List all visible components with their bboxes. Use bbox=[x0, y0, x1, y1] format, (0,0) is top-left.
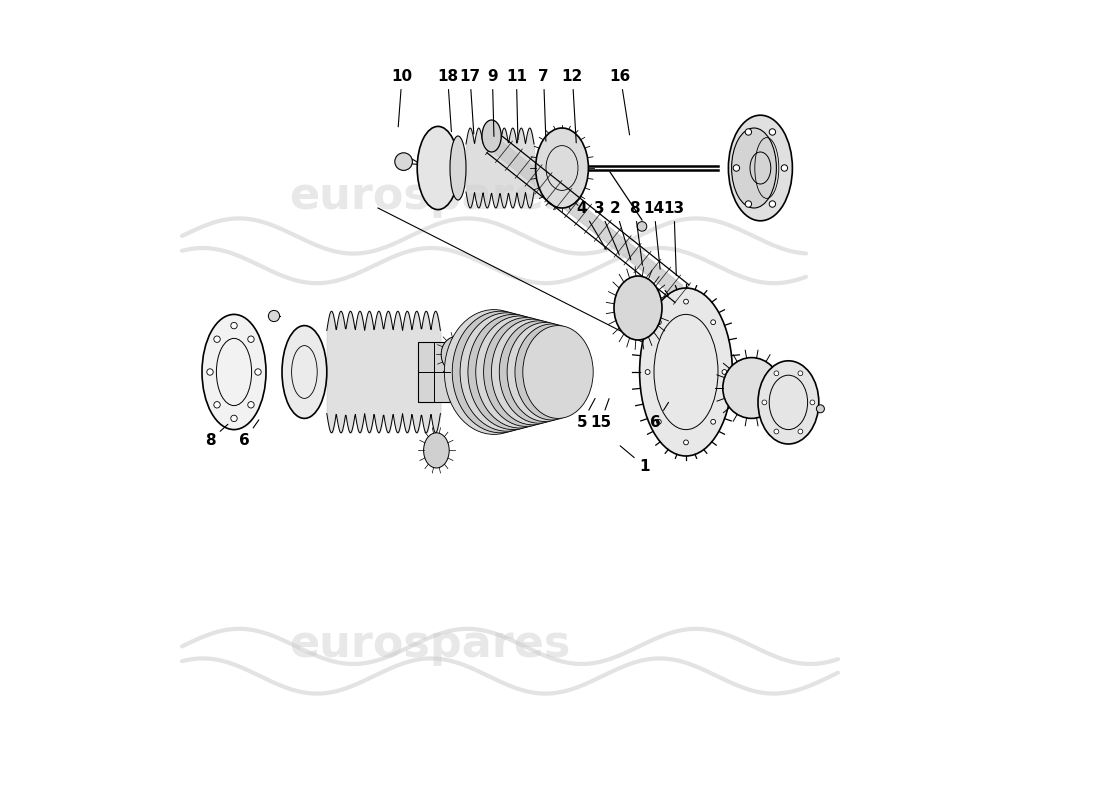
Text: 15: 15 bbox=[590, 398, 610, 430]
Text: 6: 6 bbox=[650, 402, 669, 430]
Ellipse shape bbox=[728, 115, 792, 221]
Circle shape bbox=[745, 201, 751, 207]
Ellipse shape bbox=[732, 128, 777, 208]
Text: 11: 11 bbox=[506, 69, 527, 140]
Text: 5: 5 bbox=[576, 398, 595, 430]
Ellipse shape bbox=[639, 288, 733, 456]
Circle shape bbox=[657, 320, 661, 325]
Bar bbox=[418, 342, 450, 402]
Circle shape bbox=[231, 322, 238, 329]
Circle shape bbox=[637, 222, 647, 231]
Ellipse shape bbox=[460, 313, 553, 431]
Circle shape bbox=[395, 153, 412, 170]
Circle shape bbox=[231, 415, 238, 422]
Circle shape bbox=[745, 129, 751, 135]
Circle shape bbox=[762, 400, 767, 405]
Ellipse shape bbox=[536, 128, 588, 208]
Ellipse shape bbox=[417, 126, 459, 210]
Ellipse shape bbox=[492, 319, 573, 425]
Circle shape bbox=[769, 129, 776, 135]
Circle shape bbox=[213, 336, 220, 342]
Ellipse shape bbox=[758, 361, 818, 444]
Text: 6: 6 bbox=[239, 420, 258, 448]
Circle shape bbox=[248, 336, 254, 342]
Circle shape bbox=[774, 429, 779, 434]
Circle shape bbox=[213, 402, 220, 408]
Ellipse shape bbox=[499, 321, 579, 423]
Ellipse shape bbox=[441, 337, 470, 372]
Ellipse shape bbox=[515, 324, 589, 420]
Ellipse shape bbox=[468, 314, 559, 430]
Ellipse shape bbox=[452, 311, 549, 433]
Text: 9: 9 bbox=[487, 69, 497, 137]
Text: eurospares: eurospares bbox=[289, 174, 571, 218]
Circle shape bbox=[722, 370, 727, 374]
Circle shape bbox=[769, 201, 776, 207]
Text: 1: 1 bbox=[620, 446, 650, 474]
Ellipse shape bbox=[424, 433, 449, 468]
Ellipse shape bbox=[282, 326, 327, 418]
Circle shape bbox=[646, 370, 650, 374]
Text: 3: 3 bbox=[594, 201, 619, 255]
Text: 8: 8 bbox=[629, 201, 642, 266]
Circle shape bbox=[683, 440, 689, 445]
Ellipse shape bbox=[482, 120, 502, 152]
Text: 13: 13 bbox=[663, 201, 684, 276]
Ellipse shape bbox=[484, 318, 569, 426]
Ellipse shape bbox=[202, 314, 266, 430]
Text: 18: 18 bbox=[437, 69, 459, 132]
Circle shape bbox=[657, 419, 661, 424]
Circle shape bbox=[207, 369, 213, 375]
Ellipse shape bbox=[444, 310, 543, 434]
Ellipse shape bbox=[476, 316, 563, 428]
Text: 8: 8 bbox=[205, 424, 228, 448]
Circle shape bbox=[683, 299, 689, 304]
Circle shape bbox=[781, 165, 788, 171]
Text: 4: 4 bbox=[576, 201, 606, 250]
Text: 7: 7 bbox=[538, 69, 549, 142]
Circle shape bbox=[255, 369, 261, 375]
Ellipse shape bbox=[614, 276, 662, 340]
Circle shape bbox=[711, 419, 716, 424]
Circle shape bbox=[734, 165, 739, 171]
Circle shape bbox=[798, 429, 803, 434]
Text: 16: 16 bbox=[609, 69, 631, 135]
Ellipse shape bbox=[723, 358, 780, 418]
Circle shape bbox=[268, 310, 279, 322]
Ellipse shape bbox=[522, 326, 593, 418]
Text: 14: 14 bbox=[644, 201, 664, 270]
Text: 17: 17 bbox=[460, 69, 481, 134]
Circle shape bbox=[774, 371, 779, 376]
Text: 2: 2 bbox=[610, 201, 630, 260]
Circle shape bbox=[248, 402, 254, 408]
Circle shape bbox=[816, 405, 824, 413]
Circle shape bbox=[711, 320, 716, 325]
Ellipse shape bbox=[450, 136, 466, 200]
Ellipse shape bbox=[507, 322, 583, 422]
Text: 10: 10 bbox=[392, 69, 412, 127]
Text: 12: 12 bbox=[562, 69, 583, 143]
Circle shape bbox=[798, 371, 803, 376]
Text: eurospares: eurospares bbox=[289, 622, 571, 666]
Circle shape bbox=[810, 400, 815, 405]
